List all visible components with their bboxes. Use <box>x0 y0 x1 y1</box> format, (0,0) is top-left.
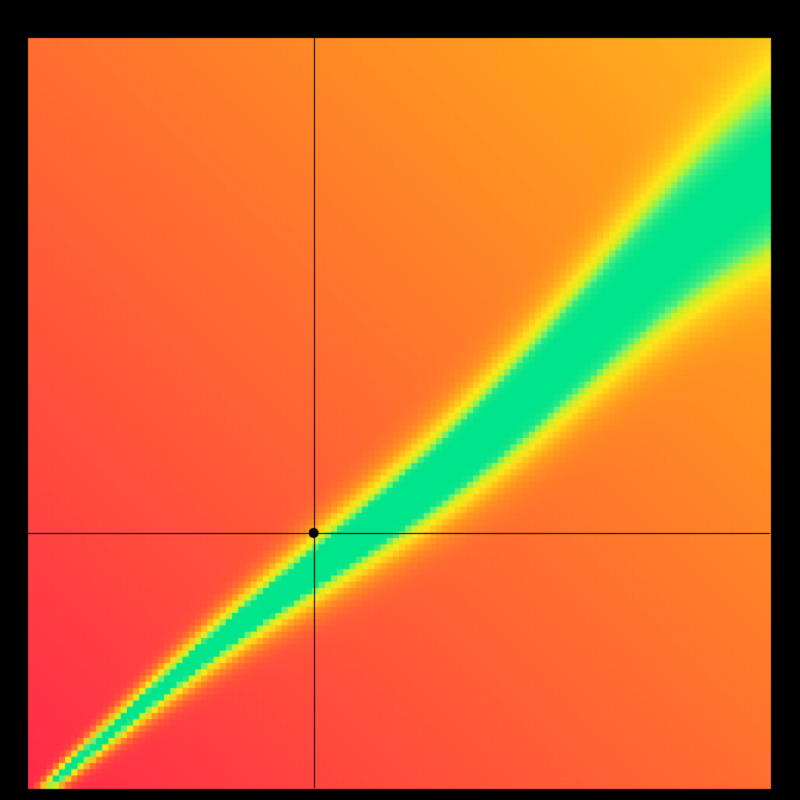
bottleneck-heatmap <box>0 0 800 800</box>
